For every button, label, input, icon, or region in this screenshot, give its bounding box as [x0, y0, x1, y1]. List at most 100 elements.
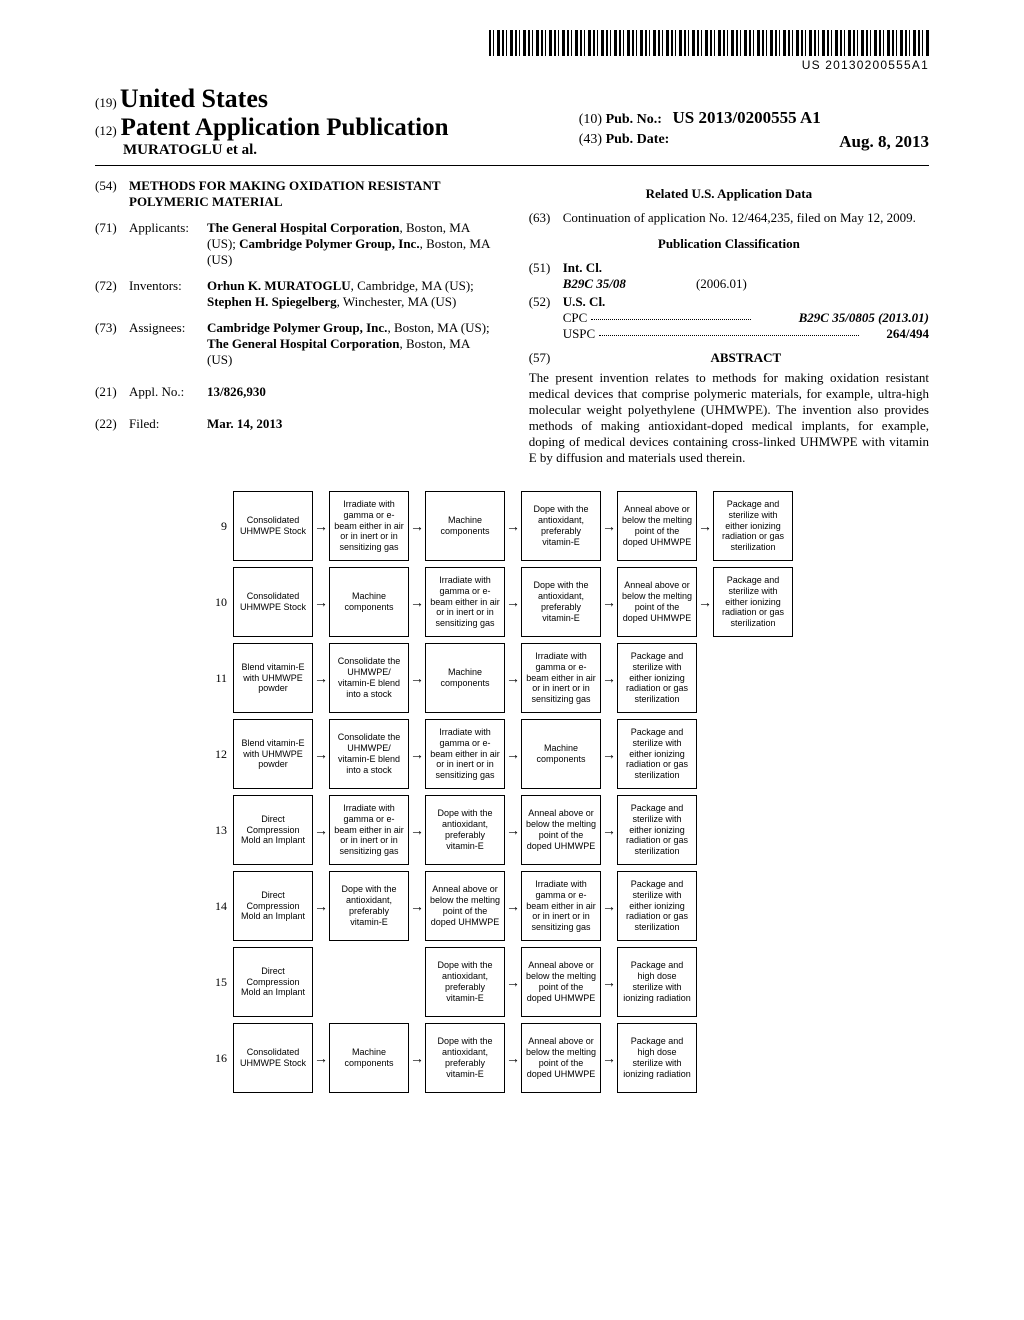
flow-box: Machine components: [329, 1023, 409, 1093]
continuation: Continuation of application No. 12/464,2…: [563, 210, 929, 226]
uspc-val: 264/494: [886, 326, 929, 341]
title-code: (54): [95, 178, 129, 210]
flow-row: 16Consolidated UHMWPE Stock→Machine comp…: [205, 1023, 929, 1093]
flow-gap: [697, 719, 713, 789]
pub-date-line: (43) Pub. Date: Aug. 8, 2013: [579, 132, 929, 148]
cpc-val: B29C 35/0805 (2013.01): [799, 310, 929, 325]
arrow-icon: →: [505, 719, 521, 789]
intcl-date: (2006.01): [696, 276, 747, 291]
cpc-label: CPC: [563, 310, 588, 326]
flow-row-num: 9: [205, 491, 233, 561]
flow-spacer: [713, 871, 793, 941]
abstract-heading: ABSTRACT: [563, 350, 929, 366]
flow-box: Direct Compression Mold an Implant: [233, 947, 313, 1017]
arrow-icon: →: [505, 795, 521, 865]
flow-box: Dope with the antioxidant, preferably vi…: [425, 947, 505, 1017]
flow-box: Irradiate with gamma or e-beam either in…: [425, 567, 505, 637]
country-name: United States: [120, 84, 268, 113]
flow-box: Package and sterilize with either ionizi…: [617, 643, 697, 713]
flow-box: Irradiate with gamma or e-beam either in…: [521, 643, 601, 713]
flow-spacer: [713, 947, 793, 1017]
flow-box: Blend vitamin-E with UHMWPE powder: [233, 719, 313, 789]
barcode-area: US 20130200555A1: [95, 30, 929, 74]
flow-box: Anneal above or below the melting point …: [617, 491, 697, 561]
flow-box: Irradiate with gamma or e-beam either in…: [329, 795, 409, 865]
intcl-label: Int. Cl.: [563, 260, 602, 275]
flow-gap: [697, 795, 713, 865]
arrow-icon: →: [313, 567, 329, 637]
arrow-icon: →: [313, 719, 329, 789]
arrow-icon: →: [409, 871, 425, 941]
flow-row: 14Direct Compression Mold an Implant→Dop…: [205, 871, 929, 941]
assignees-label: Assignees:: [129, 320, 207, 368]
flow-box: Dope with the antioxidant, preferably vi…: [329, 871, 409, 941]
flowchart: 9Consolidated UHMWPE Stock→Irradiate wit…: [95, 491, 929, 1093]
flow-box: Direct Compression Mold an Implant: [233, 795, 313, 865]
flow-spacer: [329, 947, 409, 1017]
flow-gap: [697, 1023, 713, 1093]
flow-box: Irradiate with gamma or e-beam either in…: [329, 491, 409, 561]
flow-box: Dope with the antioxidant, preferably vi…: [425, 1023, 505, 1093]
flow-box: Anneal above or below the melting point …: [521, 947, 601, 1017]
arrow-icon: →: [505, 643, 521, 713]
flow-row: 13Direct Compression Mold an Implant→Irr…: [205, 795, 929, 865]
flow-box: Machine components: [425, 491, 505, 561]
authors-line: MURATOGLU et al.: [95, 142, 579, 159]
related-heading: Related U.S. Application Data: [529, 186, 929, 202]
inventors-label: Inventors:: [129, 278, 207, 310]
flow-spacer: [713, 1023, 793, 1093]
flow-row: 15Direct Compression Mold an ImplantDope…: [205, 947, 929, 1017]
pub-date: Aug. 8, 2013: [839, 132, 929, 152]
arrow-icon: →: [601, 871, 617, 941]
flow-box: Irradiate with gamma or e-beam either in…: [521, 871, 601, 941]
flow-box: Blend vitamin-E with UHMWPE powder: [233, 643, 313, 713]
applno-label: Appl. No.:: [129, 384, 207, 400]
assignees: Cambridge Polymer Group, Inc., Boston, M…: [207, 320, 495, 368]
applicants-label: Applicants:: [129, 220, 207, 268]
arrow-icon: →: [505, 1023, 521, 1093]
flow-gap: [697, 947, 713, 1017]
pub-type-line: (12) Patent Application Publication: [95, 114, 579, 142]
arrow-icon: →: [313, 871, 329, 941]
flow-box: Consolidate the UHMWPE/ vitamin-E blend …: [329, 719, 409, 789]
arrow-icon: →: [601, 795, 617, 865]
flow-row-num: 10: [205, 567, 233, 637]
flow-box: Machine components: [425, 643, 505, 713]
arrow-icon: →: [697, 491, 713, 561]
flow-row: 12Blend vitamin-E with UHMWPE powder→Con…: [205, 719, 929, 789]
intcl-sym: B29C 35/08: [563, 276, 626, 291]
pub-type: Patent Application Publication: [121, 114, 449, 141]
flow-box: Machine components: [521, 719, 601, 789]
flow-box: Anneal above or below the melting point …: [617, 567, 697, 637]
arrow-icon: →: [601, 491, 617, 561]
flow-box: Irradiate with gamma or e-beam either in…: [425, 719, 505, 789]
cont-code: (63): [529, 210, 563, 226]
arrow-icon: →: [409, 1023, 425, 1093]
flow-box: Machine components: [329, 567, 409, 637]
assignees-code: (73): [95, 320, 129, 368]
arrow-icon: →: [601, 947, 617, 1017]
arrow-icon: →: [313, 491, 329, 561]
pub-no: US 2013/0200555 A1: [672, 108, 820, 127]
flow-box: Anneal above or below the melting point …: [521, 795, 601, 865]
flow-box: Package and sterilize with either ionizi…: [617, 795, 697, 865]
flow-gap: [697, 643, 713, 713]
inventors: Orhun K. MURATOGLU, Cambridge, MA (US); …: [207, 278, 495, 310]
arrow-icon: →: [601, 643, 617, 713]
flow-box: Anneal above or below the melting point …: [521, 1023, 601, 1093]
arrow-icon: →: [601, 567, 617, 637]
flow-box: Package and high dose sterilize with ion…: [617, 947, 697, 1017]
arrow-icon: →: [409, 643, 425, 713]
arrow-icon: →: [601, 719, 617, 789]
arrow-icon: →: [505, 567, 521, 637]
flow-spacer: [713, 643, 793, 713]
flow-box: Package and sterilize with either ionizi…: [617, 871, 697, 941]
flow-row-num: 14: [205, 871, 233, 941]
pub-no-line: (10) Pub. No.: US 2013/0200555 A1: [579, 108, 929, 128]
flow-box: Consolidated UHMWPE Stock: [233, 491, 313, 561]
flow-box: Dope with the antioxidant, preferably vi…: [425, 795, 505, 865]
arrow-icon: →: [313, 795, 329, 865]
flow-box: Dope with the antioxidant, preferably vi…: [521, 567, 601, 637]
flow-gap: [313, 947, 329, 1017]
filed-date: Mar. 14, 2013: [207, 416, 495, 432]
